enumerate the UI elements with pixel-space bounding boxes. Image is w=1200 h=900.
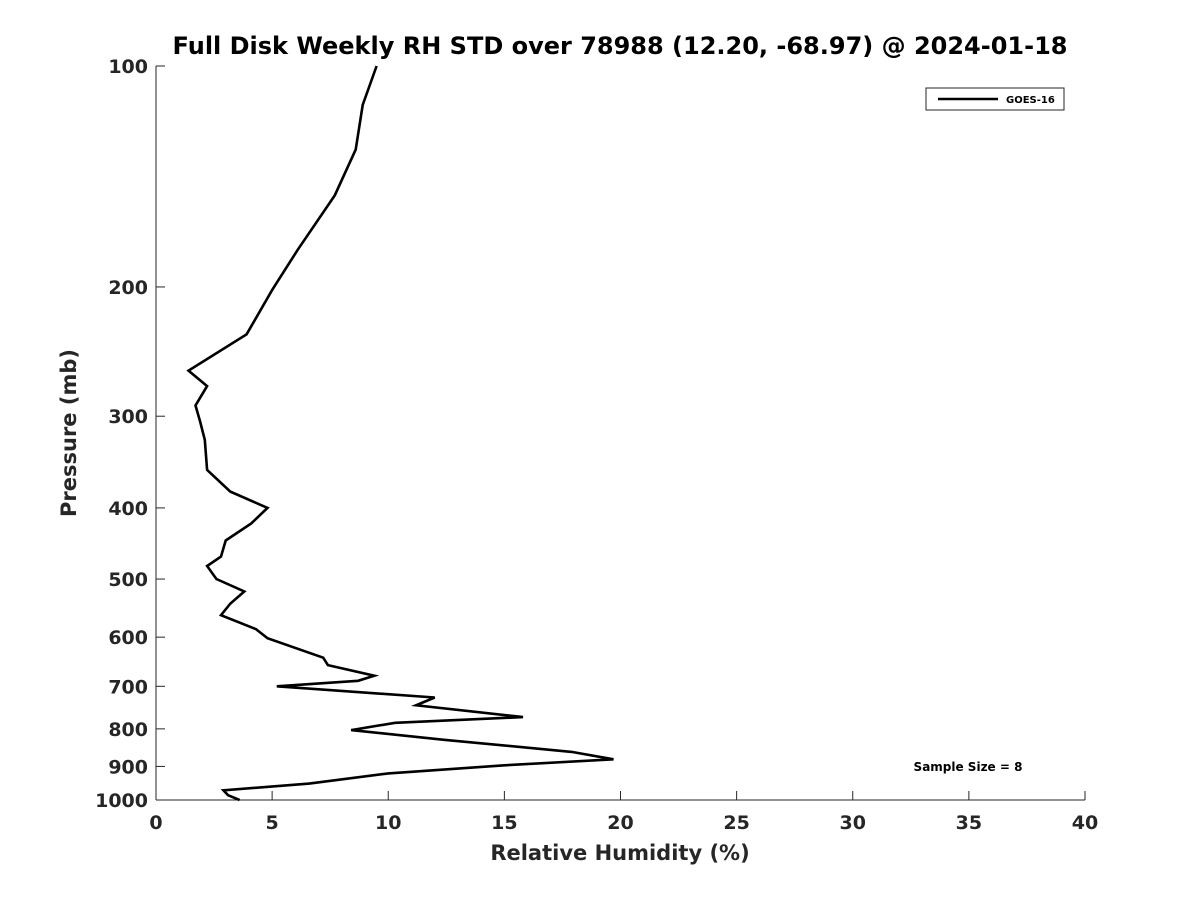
x-tick-label: 10 bbox=[375, 812, 401, 834]
series-line-goes-16 bbox=[186, 65, 614, 802]
y-tick-label: 1000 bbox=[95, 790, 148, 812]
legend-label-goes-16: GOES-16 bbox=[1006, 95, 1055, 106]
y-axis-label: Pressure (mb) bbox=[57, 349, 81, 517]
legend: GOES-16 bbox=[925, 87, 1065, 111]
y-ticks: 100 200 300 400 500 600 700 800 900 1000 bbox=[95, 56, 165, 812]
y-tick-label: 300 bbox=[108, 406, 148, 428]
plot-area bbox=[155, 66, 1085, 801]
y-tick-label: 200 bbox=[108, 277, 148, 299]
y-tick-label: 100 bbox=[108, 56, 148, 78]
x-tick-label: 35 bbox=[956, 812, 982, 834]
x-tick-label: 0 bbox=[149, 812, 162, 834]
y-tick-label: 900 bbox=[108, 756, 148, 778]
x-tick-label: 20 bbox=[607, 812, 633, 834]
y-tick-label: 500 bbox=[108, 569, 148, 591]
sample-size-annotation: Sample Size = 8 bbox=[914, 760, 1023, 774]
x-ticks: 0 5 10 15 20 25 30 35 40 bbox=[149, 791, 1098, 834]
y-tick-label: 700 bbox=[108, 676, 148, 698]
y-tick-label: 400 bbox=[108, 498, 148, 520]
x-tick-label: 5 bbox=[266, 812, 279, 834]
y-tick-label: 600 bbox=[108, 627, 148, 649]
y-tick-label: 800 bbox=[108, 719, 148, 741]
x-tick-label: 25 bbox=[723, 812, 749, 834]
chart-title: Full Disk Weekly RH STD over 78988 (12.2… bbox=[173, 32, 1068, 60]
x-tick-label: 15 bbox=[491, 812, 517, 834]
x-axis-label: Relative Humidity (%) bbox=[490, 841, 749, 865]
x-tick-label: 40 bbox=[1072, 812, 1098, 834]
x-tick-label: 30 bbox=[840, 812, 866, 834]
